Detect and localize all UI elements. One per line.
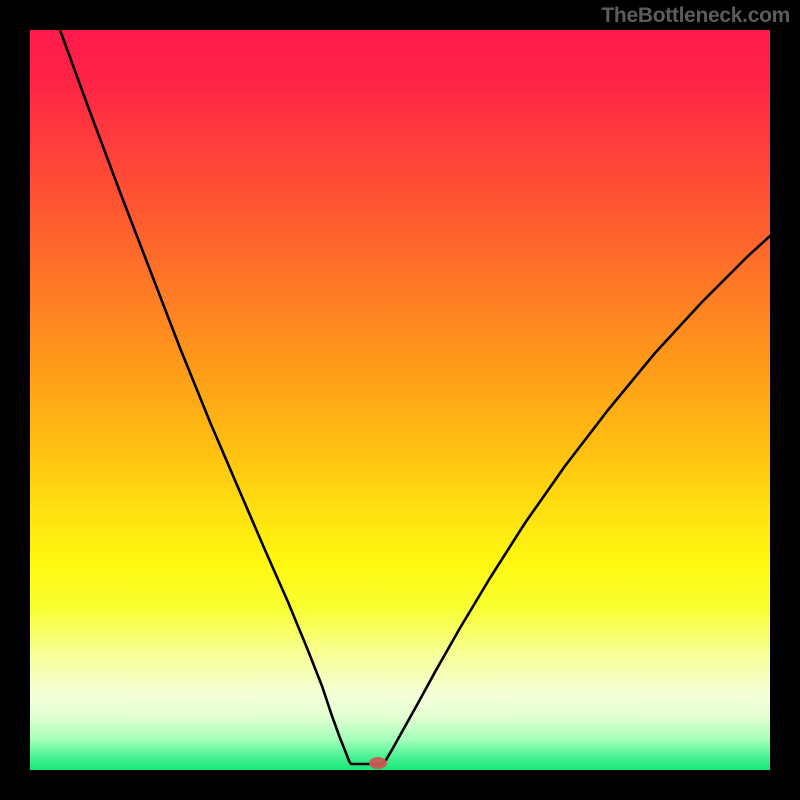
watermark-text: TheBottleneck.com <box>601 4 790 28</box>
bottleneck-chart <box>0 0 800 800</box>
chart-container: TheBottleneck.com <box>0 0 800 800</box>
plot-background <box>30 30 770 770</box>
optimal-point-marker <box>369 757 387 769</box>
